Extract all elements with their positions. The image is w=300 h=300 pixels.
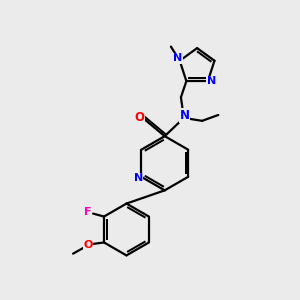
Text: O: O xyxy=(83,240,92,250)
Text: F: F xyxy=(84,207,92,217)
Text: N: N xyxy=(207,76,216,86)
Text: N: N xyxy=(134,173,143,183)
Text: N: N xyxy=(173,53,182,63)
Text: O: O xyxy=(134,110,144,124)
Text: N: N xyxy=(180,109,190,122)
